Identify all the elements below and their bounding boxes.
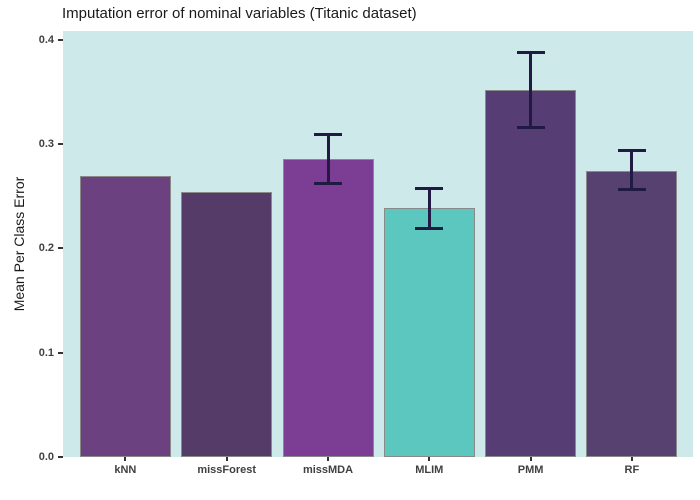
y-tick-label: 0.2 [38,242,54,255]
error-bar-line [529,51,533,129]
error-bar-RF [617,149,646,192]
x-tick-label-missForest: missForest [197,464,257,476]
error-bar-missMDA [314,132,342,185]
y-tick-mark [58,38,63,41]
error-bar-PMM [516,51,545,129]
x-tick-mark [124,457,127,461]
error-bar-line [630,149,634,192]
error-bar-cap-bottom [516,125,545,129]
y-tick-mark [58,351,63,354]
x-tick-label-PMM: PMM [517,464,544,476]
y-tick-label: 0.3 [38,138,54,151]
error-bar-cap-top [617,149,646,153]
x-tick-label-RF: RF [624,464,640,476]
bar-PMM [485,90,577,457]
bar-kNN [79,175,171,457]
y-tick-label: 0.0 [38,451,54,463]
y-tick-mark [58,456,63,458]
error-bar-line [326,132,330,185]
x-tick-mark [529,457,532,461]
y-tick-mark [58,247,63,250]
chart-title: Imputation error of nominal variables (T… [62,5,417,22]
error-bar-line [427,186,431,230]
bar-missForest [181,192,273,457]
x-tick-mark [327,457,329,461]
bar-missMDA [282,158,374,457]
bar-MLIM [383,207,475,457]
error-bar-cap-top [415,186,444,190]
y-tick-label: 0.1 [38,346,54,359]
x-tick-label-missMDA: missMDA [302,464,354,476]
y-tick-mark [58,143,63,146]
bar-RF [586,171,678,457]
x-tick-mark [428,457,431,461]
y-tick-label: 0.4 [38,33,54,46]
x-tick-label-MLIM: MLIM [415,464,444,476]
error-bar-cap-bottom [617,188,646,192]
x-tick-mark [225,457,228,461]
x-tick-label-kNN: kNN [114,464,137,476]
error-bar-MLIM [415,186,444,230]
x-tick-mark [630,457,633,461]
error-bar-cap-top [314,132,342,136]
error-bar-cap-bottom [415,226,444,230]
error-bar-cap-bottom [314,181,342,185]
plot-area [63,31,693,457]
error-bar-cap-top [516,51,545,55]
